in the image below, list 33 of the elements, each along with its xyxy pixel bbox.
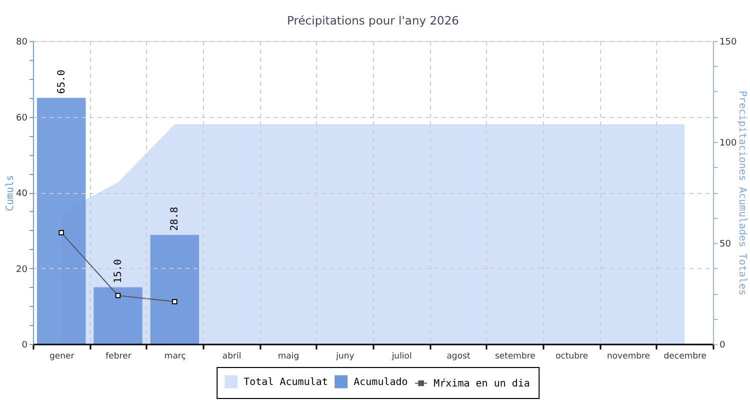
- y-tick-label: 0: [22, 340, 28, 350]
- x-tick-label: gener: [49, 352, 75, 362]
- y-axis-title: Cumuls: [5, 174, 16, 212]
- x-tick-label: abril: [222, 352, 242, 362]
- chart-title: Précipitations pour l'any 2026: [287, 14, 459, 28]
- y2-tick-label: 50: [720, 240, 732, 250]
- x-tick-label: febrer: [106, 352, 132, 362]
- legend-label: Mŕxima en un dia: [434, 377, 530, 390]
- x-tick-label: març: [164, 352, 186, 362]
- y2-tick-label: 150: [720, 38, 737, 48]
- y-tick-label: 60: [16, 113, 28, 124]
- x-tick-label: novembre: [606, 352, 650, 362]
- y2-tick-label: 0: [720, 340, 726, 350]
- x-tick-label: juliol: [390, 352, 412, 362]
- x-tick-label: juny: [335, 352, 354, 362]
- data-label: 65.0: [56, 70, 68, 94]
- x-tick-label: maig: [278, 352, 300, 362]
- data-label: 15.0: [113, 259, 124, 284]
- legend-label: Acumulado: [354, 376, 408, 388]
- x-tick-label: decembre: [664, 352, 707, 362]
- bar: [150, 234, 200, 344]
- bar: [94, 287, 142, 344]
- legend-label: Total Acumulat: [244, 376, 328, 388]
- x-tick-label: agost: [446, 352, 471, 362]
- x-tick-label: setembre: [494, 352, 536, 362]
- y2-tick-label: 100: [720, 138, 737, 148]
- y2-axis-title: Precipitaciones Acumulades Totales: [736, 90, 748, 296]
- y-tick-label: 40: [16, 189, 28, 199]
- x-tick-label: octubre: [556, 352, 588, 362]
- bar: [36, 98, 86, 344]
- data-label: 28.8: [170, 206, 181, 231]
- y-tick-label: 20: [16, 264, 28, 275]
- y-tick-label: 80: [16, 38, 28, 48]
